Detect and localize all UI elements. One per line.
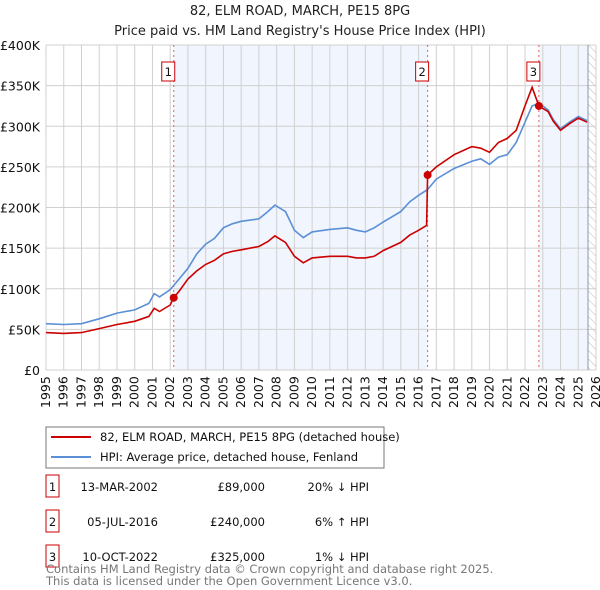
y-tick-label: £50K	[8, 322, 41, 337]
sale-price: £325,000	[210, 550, 265, 564]
x-tick-label: 2020	[482, 376, 497, 408]
x-tick-label: 1996	[56, 376, 71, 408]
y-tick-label: £300K	[0, 119, 41, 134]
sale-number-box	[45, 474, 60, 498]
x-tick-label: 2016	[411, 376, 426, 408]
sale-label: 3	[530, 65, 537, 79]
sale-label-box	[161, 61, 176, 82]
x-tick-label: 2006	[233, 376, 248, 408]
x-tick-label: 2000	[127, 376, 142, 408]
x-tick-label: 1997	[73, 376, 88, 408]
footer-line-1: Contains HM Land Registry data © Crown c…	[46, 562, 493, 576]
x-tick-label: 2021	[499, 376, 514, 408]
chart-title: 82, ELM ROAD, MARCH, PE15 8PG	[190, 4, 410, 19]
sale-label-box	[526, 61, 541, 82]
y-tick-label: £400K	[0, 38, 41, 53]
x-tick-label: 2004	[198, 376, 213, 408]
x-tick-label: 2017	[428, 376, 443, 408]
x-tick-label: 2002	[162, 376, 177, 408]
y-tick-label: £250K	[0, 160, 41, 175]
sale-point	[423, 171, 432, 179]
sale-point	[169, 293, 178, 302]
sale-price: £89,000	[217, 480, 265, 494]
sale-label-box	[415, 61, 430, 82]
x-tick-label: 2005	[215, 376, 230, 408]
sale-hpi-diff: 20% ↓ HPI	[308, 480, 369, 494]
x-tick-label: 2015	[393, 376, 408, 408]
sale-hpi-diff: 6% ↑ HPI	[315, 515, 369, 529]
x-tick-label: 2018	[446, 376, 461, 408]
sale-number: 3	[49, 550, 56, 564]
x-tick-label: 2007	[251, 376, 266, 408]
x-tick-label: 2009	[286, 376, 301, 408]
sale-date: 10-OCT-2022	[82, 550, 158, 564]
sale-hpi-diff: 1% ↓ HPI	[315, 550, 369, 564]
sale-date: 13-MAR-2002	[80, 480, 158, 494]
series-line	[45, 102, 588, 326]
x-tick-label: 2019	[464, 376, 479, 408]
x-tick-label: 2013	[357, 376, 372, 408]
legend-red-label: 82, ELM ROAD, MARCH, PE15 8PG (detached …	[100, 430, 400, 444]
legend: 82, ELM ROAD, MARCH, PE15 8PG (detached …	[45, 426, 400, 469]
series-line	[45, 85, 588, 335]
x-tick-label: 2022	[517, 376, 532, 408]
x-tick-label: 2014	[375, 376, 390, 408]
y-tick-label: £350K	[0, 79, 41, 94]
x-tick-label: 2001	[144, 376, 159, 408]
sale-label: 2	[418, 65, 425, 79]
chart-subtitle: Price paid vs. HM Land Registry's House …	[114, 24, 486, 39]
x-tick-label: 1998	[91, 376, 106, 408]
sale-label: 1	[165, 65, 172, 79]
x-tick-label: 2025	[570, 376, 585, 408]
sale-number-box	[45, 544, 60, 568]
sales-table: 1 13-MAR-2002 £89,000 20% ↓ HPI 2 05-JUL-2016…	[45, 474, 369, 568]
x-tick-label: 1995	[38, 376, 53, 408]
footer-line-2: This data is licensed under the Open Gov…	[45, 574, 412, 588]
legend-blue-label: HPI: Average price, detached house, Fenl…	[100, 450, 358, 464]
sale-number: 1	[49, 480, 56, 494]
sale-point	[534, 101, 543, 110]
x-tick-label: 2024	[553, 376, 568, 408]
y-tick-label: £200K	[0, 201, 41, 216]
x-tick-label: 2003	[180, 376, 195, 408]
y-tick-label: £0	[24, 363, 40, 378]
sale-number-box	[45, 509, 60, 533]
y-tick-label: £150K	[0, 241, 41, 256]
x-tick-label: 2012	[340, 376, 355, 408]
sale-number: 2	[49, 515, 56, 529]
sale-date: 05-JUL-2016	[87, 515, 158, 529]
x-tick-label: 2011	[322, 376, 337, 408]
x-tick-label: 1999	[109, 376, 124, 408]
x-tick-label: 2008	[269, 376, 284, 408]
x-tick-label: 2010	[304, 376, 319, 408]
sale-price: £240,000	[210, 515, 265, 529]
x-tick-label: 2026	[588, 376, 600, 408]
x-tick-label: 2023	[535, 376, 550, 408]
y-tick-label: £100K	[0, 282, 41, 297]
